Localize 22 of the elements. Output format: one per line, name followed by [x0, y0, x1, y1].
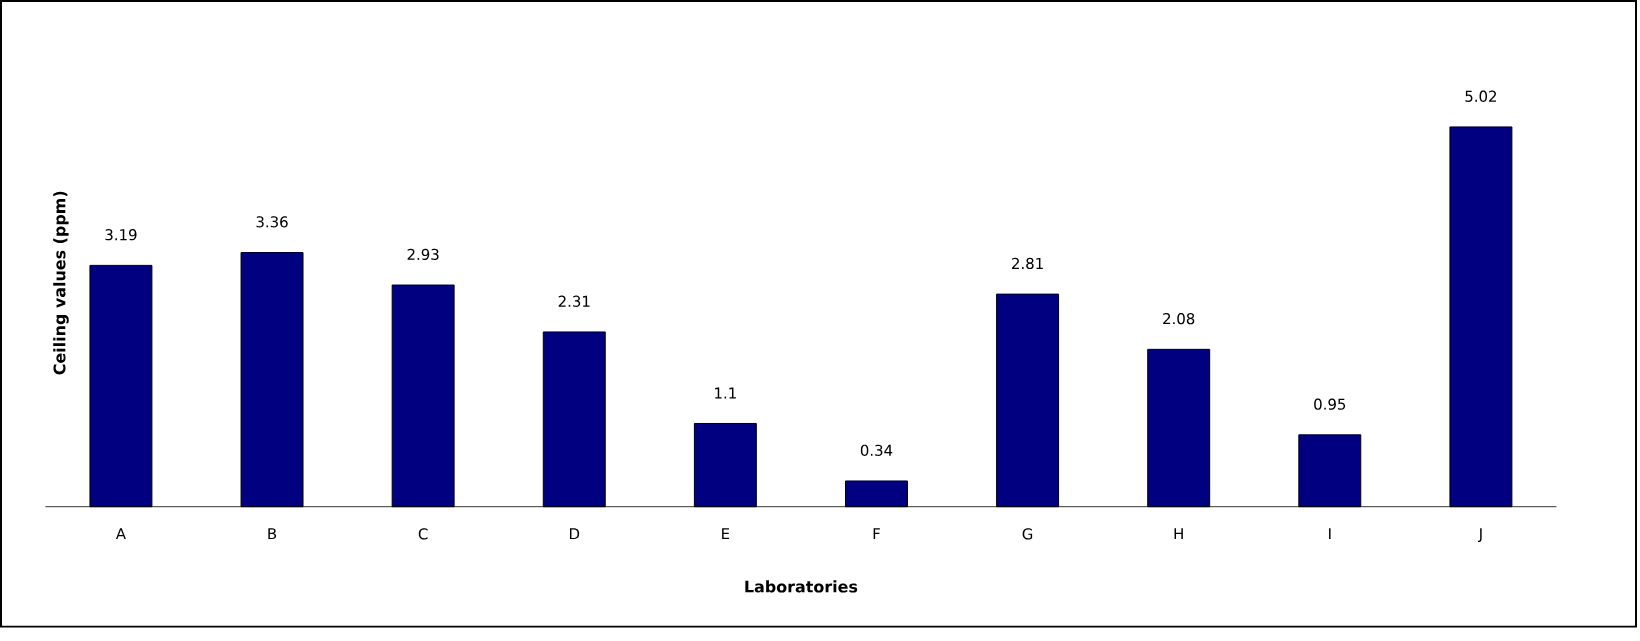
x-tick-label: I — [1329, 528, 1331, 540]
x-tick-label: E — [722, 528, 730, 540]
x-tick-label: F — [873, 528, 880, 540]
x-tick-label: C — [418, 528, 428, 540]
data-label: 3.36 — [256, 216, 288, 228]
data-label: 1.1 — [715, 387, 736, 399]
data-label: 0.34 — [860, 444, 893, 457]
data-label: 5.02 — [1465, 90, 1497, 103]
y-axis-title: Ceiling values (ppm) — [53, 191, 69, 375]
x-tick-label: H — [1174, 528, 1183, 540]
data-label: 2.81 — [1012, 257, 1043, 270]
x-tick-label: G — [1022, 528, 1033, 540]
x-tick-label: D — [569, 528, 580, 540]
data-label: 2.31 — [558, 295, 590, 308]
x-axis-title: Laboratories — [745, 580, 858, 593]
x-tick-label: A — [115, 528, 126, 540]
x-tick-label: B — [268, 528, 277, 540]
data-label: 3.19 — [105, 229, 137, 241]
data-label: 0.95 — [1314, 398, 1346, 410]
data-label: 2.93 — [407, 248, 439, 261]
data-label: 2.08 — [1163, 313, 1195, 325]
x-tick-label: J — [1477, 528, 1482, 543]
